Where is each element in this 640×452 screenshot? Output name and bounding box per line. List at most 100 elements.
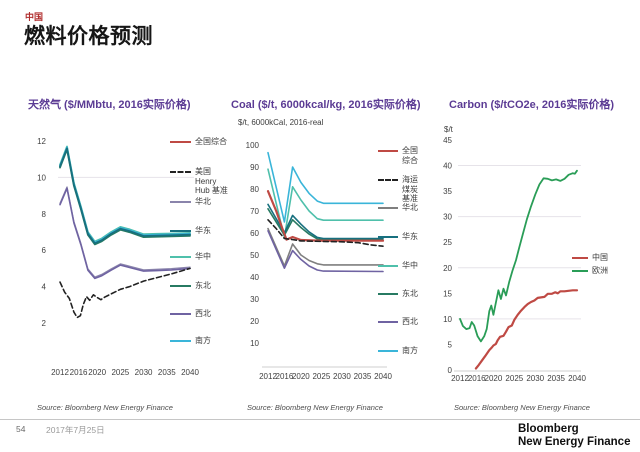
legend-item: 华北 [170,197,211,207]
legend-label: 南方 [195,336,211,345]
chart-title-natural-gas: 天然气 ($/MMbtu, 2016实际价格) [28,99,191,111]
x-tick-label: 2025 [111,368,129,377]
footer-divider [0,419,640,420]
source-note-carbon: Source: Bloomberg New Energy Finance [454,403,590,412]
series-line [267,203,384,240]
legend-item: 华北 [378,203,418,213]
legend-label: 中国 [592,253,608,262]
x-tick-label: 2035 [158,368,176,377]
bloomberg-logo: Bloomberg New Energy Finance [518,423,630,448]
y-tick-label: 20 [250,317,259,326]
x-tick-label: 2040 [568,374,586,383]
x-tick-label: 2012 [259,372,277,381]
legend-swatch [170,201,191,203]
legend-label: 华北 [402,203,418,212]
y-tick-label: 40 [443,162,452,171]
source-note-gas: Source: Bloomberg New Energy Finance [37,403,173,412]
x-tick-label: 2020 [485,374,503,383]
y-tick-label: 15 [443,289,452,298]
x-tick-label: 2020 [292,372,310,381]
legend-item: 南方 [378,346,418,356]
legend-item: 欧洲 [572,266,608,276]
series-line [459,169,578,343]
legend-swatch [170,340,191,342]
legend-label: 华东 [195,226,211,235]
legend-label: 西北 [195,309,211,318]
y-tick-label: 45 [443,136,452,145]
y-tick-label: 40 [250,273,259,282]
x-tick-label: 2035 [547,374,565,383]
legend-label: 东北 [402,289,418,298]
logo-line-1: Bloomberg [518,423,579,435]
legend-item: 华中 [170,252,211,262]
x-tick-label: 2025 [505,374,523,383]
series-line [474,289,579,370]
legend-label: 南方 [402,346,418,355]
legend-swatch [170,256,191,258]
legend-label: 华东 [402,232,418,241]
y-tick-label: 35 [443,187,452,196]
series-line [267,151,384,223]
y-tick-label: 80 [250,185,259,194]
y-tick-label: 12 [37,137,46,146]
x-tick-label: 2030 [333,372,351,381]
legend-label: 美国 Henry Hub 基准 [195,167,228,195]
legend-swatch [572,257,588,259]
legend-item: 美国 Henry Hub 基准 [170,167,228,196]
y-tick-label: 20 [443,264,452,273]
y-tick-label: 10 [443,315,452,324]
source-note-coal: Source: Bloomberg New Energy Finance [247,403,383,412]
legend-item: 全国综合 [170,137,227,147]
legend-item: 全国 综合 [378,146,418,165]
legend-swatch [378,321,398,323]
x-tick-label: 2030 [135,368,153,377]
x-tick-label: 2012 [51,368,69,377]
legend-item: 海运 煤炭 基准 [378,175,418,204]
x-tick-label: 2025 [312,372,330,381]
y-tick-label: 4 [42,283,47,292]
legend-label: 华北 [195,197,211,206]
legend-item: 西北 [378,317,418,327]
legend-swatch [378,236,398,238]
legend-item: 东北 [170,281,211,291]
chart-title-coal: Coal ($/t, 6000kcal/kg, 2016实际价格) [231,99,421,111]
legend-label: 西北 [402,317,418,326]
legend-swatch [378,150,398,152]
legend-swatch [378,293,398,295]
legend-item: 南方 [170,336,211,346]
y-tick-label: 50 [250,251,259,260]
legend-swatch [170,285,191,287]
legend-swatch [378,265,398,267]
legend-item: 东北 [378,289,418,299]
legend-swatch [378,179,398,181]
x-tick-label: 2040 [181,368,199,377]
x-tick-label: 2040 [374,372,392,381]
series-line [266,190,385,242]
slide-date: 2017年7月25日 [46,425,105,435]
slide-kicker: 中国 [25,12,44,22]
y-tick-label: 6 [42,246,47,255]
legend-label: 全国综合 [195,137,227,146]
legend-swatch [170,230,191,232]
y-tick-label: 2 [42,319,47,328]
legend-swatch [170,313,191,315]
carbon-axis-subtitle: $/t [444,125,453,134]
legend-label: 全国 综合 [402,146,418,165]
legend-label: 华中 [195,252,211,261]
y-tick-label: 8 [42,210,47,219]
legend-item: 华中 [378,261,418,271]
y-tick-label: 30 [250,295,259,304]
y-tick-label: 0 [448,366,453,375]
series-line [59,187,191,280]
legend-swatch [572,270,588,272]
y-tick-label: 70 [250,207,259,216]
legend-label: 海运 煤炭 基准 [402,175,418,203]
x-tick-label: 2030 [526,374,544,383]
series-line [267,219,384,247]
legend-swatch [378,350,398,352]
legend-item: 西北 [170,309,211,319]
y-tick-label: 90 [250,163,259,172]
y-tick-label: 60 [250,229,259,238]
